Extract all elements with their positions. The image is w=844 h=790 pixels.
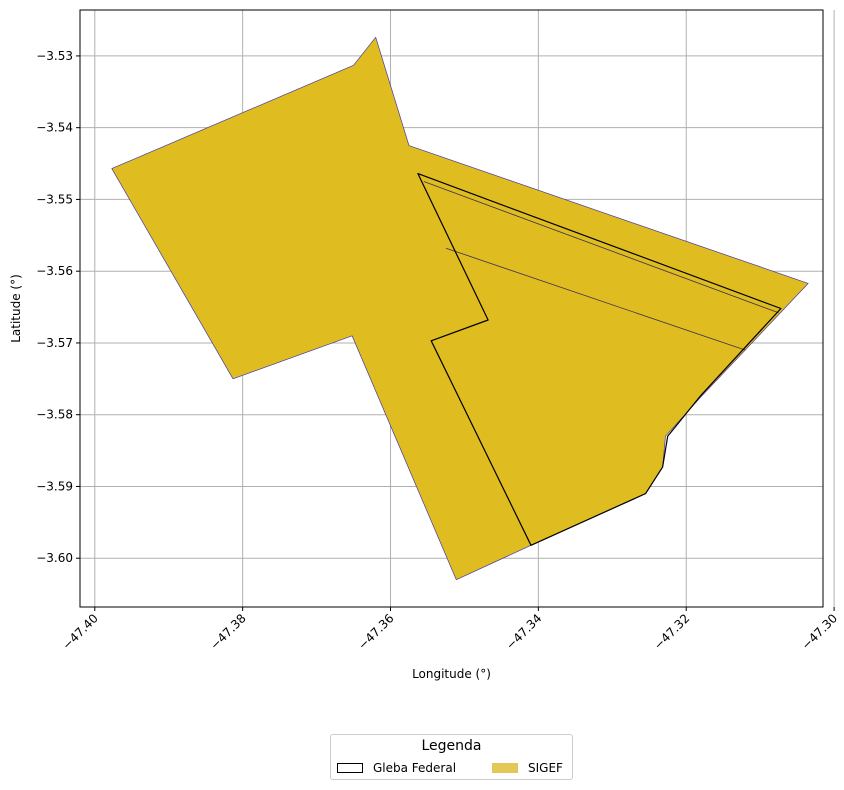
y-tick-label: −3.57 (36, 336, 73, 350)
legend-title: Legenda (421, 738, 482, 754)
y-tick-label: −3.59 (36, 479, 73, 493)
x-tick-label: −47.34 (503, 611, 544, 652)
line-sigef (445, 247, 746, 351)
legend-label-gleba-federal: Gleba Federal (373, 761, 457, 775)
y-tick-label: −3.53 (36, 49, 73, 63)
x-tick-label: −47.30 (799, 611, 840, 652)
legend-label-sigef: SIGEF (528, 761, 563, 775)
y-tick-label: −3.55 (36, 192, 73, 206)
y-tick-label: −3.60 (36, 551, 73, 565)
polygon-gleba-federal (417, 173, 782, 546)
x-tick-label: −47.38 (207, 611, 248, 652)
legend-entry-sigef: SIGEF (492, 760, 563, 776)
plot-frame (79, 9, 824, 608)
y-axis-title: Latitude (°) (9, 274, 23, 343)
y-tick-label: −3.58 (36, 408, 73, 422)
x-tick-label: −47.40 (60, 611, 101, 652)
line-sigef (423, 181, 779, 314)
map-layers (111, 36, 809, 581)
legend-swatch-sigef (492, 763, 518, 773)
y-tick-label: −3.54 (36, 121, 73, 135)
y-tick-label: −3.56 (36, 264, 73, 278)
legend-swatch-gleba-federal (337, 763, 363, 773)
x-tick-label: −47.36 (355, 611, 396, 652)
x-tick-label: −47.32 (651, 611, 692, 652)
x-axis-title: Longitude (°) (412, 667, 491, 681)
polygon-sigef (111, 36, 809, 581)
legend: Legenda Gleba Federal SIGEF (330, 734, 573, 780)
map-figure: −47.40 −47.38 −47.36 −47.34 −47.32 −47.30 −3.5… (9, 9, 840, 681)
legend-entry-gleba-federal: Gleba Federal (337, 760, 456, 776)
